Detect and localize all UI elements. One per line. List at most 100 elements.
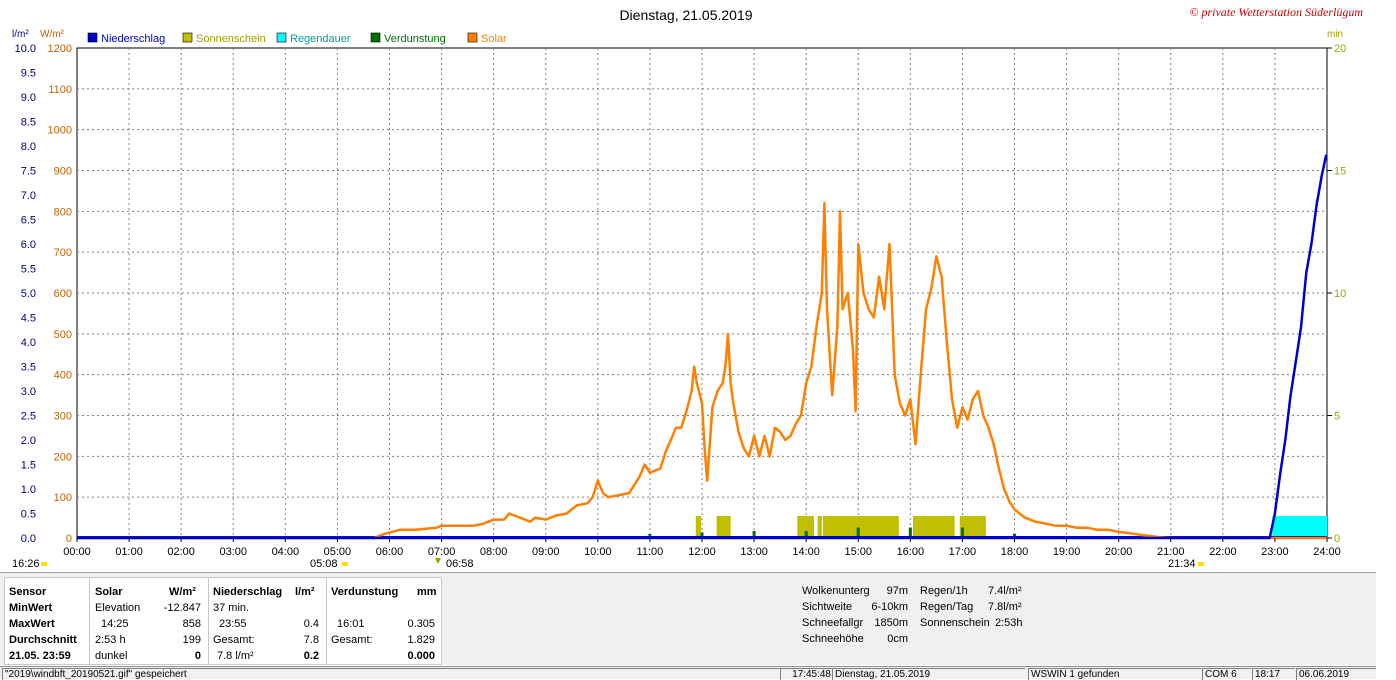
minutes-tick-label: 10 xyxy=(1334,288,1346,300)
sunshine-bar xyxy=(695,515,701,538)
x-tick-label: 02:00 xyxy=(167,546,195,558)
precip-total-value: 7.8 xyxy=(303,634,319,646)
precip-tick-label: 6.0 xyxy=(21,239,36,251)
weather-chart: 00:00 01:00 02:00 03:00 04:00 05:00 06:00 07:00… xyxy=(12,5,1364,570)
precip-current-label: 7.8 l/m² xyxy=(217,650,254,662)
evap-current-value: 0.000 xyxy=(407,650,435,662)
solar-unit-label: W/m² xyxy=(40,29,65,40)
solar-tick-label: 700 xyxy=(54,247,72,259)
minutes-unit-label: min xyxy=(1327,29,1343,40)
precip-line xyxy=(77,154,1328,540)
x-tick-label: 21:00 xyxy=(1157,546,1185,558)
solar-current-value: 0 xyxy=(194,650,201,662)
solar-tick-label: 1000 xyxy=(48,125,72,137)
precip-current-value: 0.2 xyxy=(303,650,319,662)
sunshine-bar xyxy=(716,515,731,538)
precip-tick-label: 7.5 xyxy=(21,166,36,178)
sunshine-bar xyxy=(817,515,822,538)
solar-tick-label: 900 xyxy=(54,166,72,178)
solar-current-label: dunkel xyxy=(95,650,128,662)
sunrise-marker-dot xyxy=(342,562,348,566)
precip-tick-label: 8.0 xyxy=(21,141,36,153)
status-bar: "2019\windbft_20190521.gif" gespeichert … xyxy=(0,666,1377,680)
solar-tick-label: 1100 xyxy=(48,84,72,96)
solar-line xyxy=(77,201,1327,540)
precip-tick-label: 3.0 xyxy=(21,386,36,398)
visibility-value: 6-10km xyxy=(871,601,908,613)
solar-avg-value: 199 xyxy=(182,634,201,646)
rain-duration-bar xyxy=(1272,515,1327,538)
precip-tick-label: 4.5 xyxy=(21,313,36,325)
x-tick-label: 05:00 xyxy=(324,546,352,558)
morning-marker-arrow xyxy=(435,558,441,564)
solar-tick-label: 500 xyxy=(54,329,72,341)
legend-swatch xyxy=(276,32,287,43)
minutes-tick-label: 15 xyxy=(1334,166,1346,178)
solar-tick-label: 0 xyxy=(66,533,72,545)
legend-label: Niederschlag xyxy=(101,33,165,45)
evap-unit-header: mm xyxy=(417,586,437,598)
evaporation-spike xyxy=(700,532,704,538)
precip-tick-label: 2.0 xyxy=(21,435,36,447)
sunshine-label: Sonnenschein xyxy=(920,617,990,629)
evap-total-value: 1.829 xyxy=(407,634,435,646)
legend-label: Regendauer xyxy=(290,33,351,45)
precip-header: Niederschlag xyxy=(213,586,283,598)
status-wswin: WSWIN 1 gefunden xyxy=(1028,668,1201,680)
evap-max-label: 16:01 xyxy=(337,618,365,630)
minutes-tick-label: 5 xyxy=(1334,411,1340,423)
snowfall-limit-value: 1850m xyxy=(874,617,908,629)
station-watermark: © private Wetterstation Süderlügum xyxy=(1189,5,1363,19)
x-tick-label: 10:00 xyxy=(584,546,612,558)
cloud-base-label: Wolkenunterg xyxy=(802,585,870,597)
x-tick-label: 03:00 xyxy=(219,546,247,558)
evaporation-spike xyxy=(908,527,912,538)
duration-bars xyxy=(648,515,1327,538)
solar-tick-label: 200 xyxy=(54,451,72,463)
evap-header: Verdunstung xyxy=(331,586,399,598)
x-tick-label: 17:00 xyxy=(949,546,977,558)
legend-swatch xyxy=(182,32,193,43)
statistics-panel: Sensor MinWert MaxWert Durchschnitt 21.0… xyxy=(0,572,1376,665)
precip-tick-label: 6.5 xyxy=(21,215,36,227)
x-tick-label: 09:00 xyxy=(532,546,560,558)
evaporation-spike xyxy=(752,531,756,538)
status-time: 17:45:48 xyxy=(780,668,833,680)
solar-unit-header: W/m² xyxy=(169,586,196,598)
precip-min-label: 37 min. xyxy=(213,602,250,614)
solar-tick-label: 100 xyxy=(54,492,72,504)
x-tick-label: 13:00 xyxy=(740,546,768,558)
solar-tick-label: 400 xyxy=(54,370,72,382)
solar-max-label: 14:25 xyxy=(101,618,129,630)
precip-tick-label: 0.5 xyxy=(21,509,36,521)
precip-tick-label: 5.5 xyxy=(21,264,36,276)
evaporation-spike xyxy=(960,527,964,538)
evaporation-spike xyxy=(804,531,808,538)
window-edge xyxy=(1376,0,1396,678)
x-tick-label: 12:00 xyxy=(688,546,716,558)
x-tick-label: 14:00 xyxy=(792,546,820,558)
precip-tick-label: 3.5 xyxy=(21,362,36,374)
twilight-marker-dot xyxy=(41,562,47,566)
precip-tick-label: 10.0 xyxy=(15,43,36,55)
x-tick-label: 07:00 xyxy=(428,546,456,558)
x-tick-label: 15:00 xyxy=(844,546,872,558)
x-tick-label: 24:00 xyxy=(1313,546,1341,558)
x-tick-label: 20:00 xyxy=(1105,546,1133,558)
x-tick-label: 06:00 xyxy=(376,546,404,558)
evap-total-label: Gesamt: xyxy=(331,634,373,646)
sunshine-value: 2:53h xyxy=(995,617,1023,629)
x-tick-label: 08:00 xyxy=(480,546,508,558)
x-tick-label: 22:00 xyxy=(1209,546,1237,558)
precip-tick-label: 5.0 xyxy=(21,288,36,300)
snowfall-limit-label: Schneefallgr xyxy=(802,617,864,629)
chart-axes: 00:00 01:00 02:00 03:00 04:00 05:00 06:00 07:00… xyxy=(15,43,1347,558)
legend-label: Solar xyxy=(481,33,507,45)
cloud-base-value: 97m xyxy=(886,585,908,597)
minutes-tick-label: 0 xyxy=(1334,533,1340,545)
solar-tick-label: 600 xyxy=(54,288,72,300)
status-date: Dienstag, 21.05.2019 xyxy=(832,668,1025,680)
solar-max-value: 858 xyxy=(182,618,201,630)
sunshine-bar xyxy=(959,515,986,538)
sunset-marker-dot xyxy=(1198,562,1204,566)
